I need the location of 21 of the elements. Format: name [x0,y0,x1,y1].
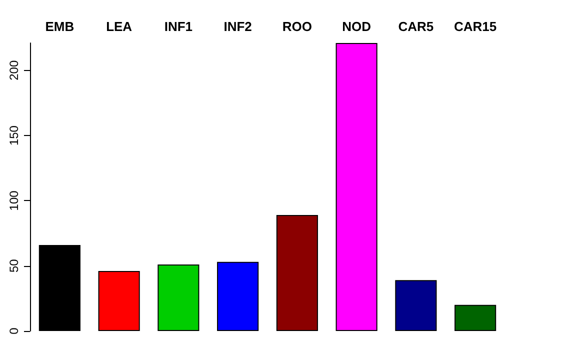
x-tick-label: LEA [106,19,133,34]
bar [454,304,496,331]
bar [336,43,378,331]
bar [98,271,140,331]
bar [158,264,200,331]
x-tick-label: CAR15 [454,19,497,34]
y-tick-label: 50 [7,258,21,273]
x-tick-label: NOD [342,19,372,34]
bar [276,215,318,331]
y-tick-label: 0 [7,327,21,334]
bar [395,280,437,331]
x-tick-label: CAR5 [398,19,434,34]
x-tick-label: ROO [282,19,312,34]
y-tick-label: 200 [7,60,21,80]
x-tick-label: EMB [45,19,74,34]
bar [217,262,259,331]
y-tick-label: 150 [7,125,21,146]
y-tick-label: 100 [7,190,21,211]
bar [38,244,80,331]
x-tick-label: INF2 [224,19,252,34]
x-tick-label: INF1 [164,19,193,34]
